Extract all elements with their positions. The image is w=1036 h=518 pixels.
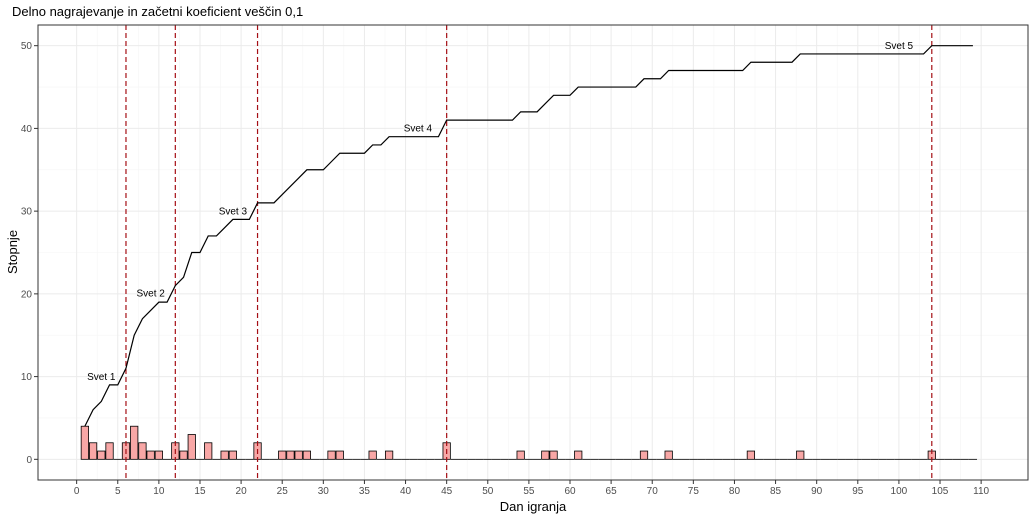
bar — [80, 425, 89, 460]
x-tick-label: 95 — [852, 486, 864, 497]
y-axis-title: Stopnje — [5, 230, 20, 274]
bar — [516, 450, 525, 460]
x-tick-label: 85 — [770, 486, 782, 497]
x-tick-label: 55 — [523, 486, 535, 497]
bar — [138, 442, 147, 460]
x-tick-label: 10 — [153, 486, 165, 497]
bar — [368, 450, 377, 460]
y-axis: 0 10 20 30 40 50 — [21, 41, 38, 466]
x-tick-label: 15 — [194, 486, 206, 497]
bar — [294, 450, 303, 460]
bar — [97, 450, 106, 460]
x-tick-label: 35 — [359, 486, 371, 497]
bar — [278, 450, 287, 460]
bar — [541, 450, 550, 460]
bar — [146, 450, 155, 460]
y-tick-label: 50 — [21, 41, 33, 52]
y-tick-label: 20 — [21, 289, 33, 300]
bar — [335, 450, 344, 460]
series-line — [84, 45, 973, 427]
x-axis: 0 5 10 15 20 25 30 35 40 45 50 55 60 65 70 75 80 85 90 95 10… — [74, 480, 990, 497]
grid — [38, 25, 1028, 480]
bar — [179, 450, 188, 460]
bar — [88, 442, 98, 460]
x-tick-label: 40 — [400, 486, 412, 497]
y-tick-label: 40 — [21, 124, 33, 135]
bar — [664, 450, 673, 460]
x-tick-label: 25 — [277, 486, 289, 497]
bar — [385, 450, 394, 460]
bar — [796, 450, 805, 460]
bar — [204, 442, 213, 460]
x-tick-label: 30 — [318, 486, 330, 497]
bar — [154, 450, 163, 460]
bar — [327, 450, 336, 460]
bar — [302, 450, 311, 460]
vertical-lines — [125, 25, 933, 480]
x-tick-label: 65 — [606, 486, 618, 497]
y-tick-label: 10 — [21, 372, 33, 383]
bar — [639, 450, 649, 460]
levels-line — [84, 45, 973, 427]
bar — [549, 450, 558, 460]
bar — [286, 450, 295, 460]
world-label: Svet 5 — [885, 41, 914, 52]
x-tick-label: 50 — [482, 486, 494, 497]
bar — [130, 425, 139, 460]
x-tick-label: 90 — [811, 486, 823, 497]
x-tick-label: 70 — [647, 486, 659, 497]
bar — [105, 442, 114, 460]
x-tick-label: 75 — [688, 486, 700, 497]
x-tick-label: 105 — [932, 486, 949, 497]
bar — [574, 450, 583, 460]
x-tick-label: 45 — [441, 486, 453, 497]
x-tick-label: 80 — [729, 486, 741, 497]
panel-border — [37, 24, 1029, 481]
world-label: Svet 3 — [219, 206, 248, 217]
y-tick-label: 30 — [21, 207, 33, 218]
annotations: Svet 1 Svet 2 Svet 3 Svet 4 Svet 5 — [87, 41, 913, 383]
x-tick-label: 100 — [891, 486, 908, 497]
x-tick-label: 20 — [236, 486, 248, 497]
world-label: Svet 4 — [404, 124, 433, 135]
bar — [228, 450, 237, 460]
y-tick-label: 0 — [26, 455, 32, 466]
x-tick-label: 5 — [115, 486, 121, 497]
x-axis-title: Dan igranja — [500, 499, 567, 514]
bar — [187, 434, 196, 460]
world-label: Svet 1 — [87, 372, 116, 383]
chart-title: Delno nagrajevanje in začetni koeficient… — [12, 4, 303, 19]
x-tick-label: 60 — [564, 486, 576, 497]
x-tick-label: 110 — [973, 486, 989, 497]
x-tick-label: 0 — [74, 486, 80, 497]
bar — [220, 450, 229, 460]
bar — [746, 450, 755, 460]
world-label: Svet 2 — [136, 288, 165, 299]
